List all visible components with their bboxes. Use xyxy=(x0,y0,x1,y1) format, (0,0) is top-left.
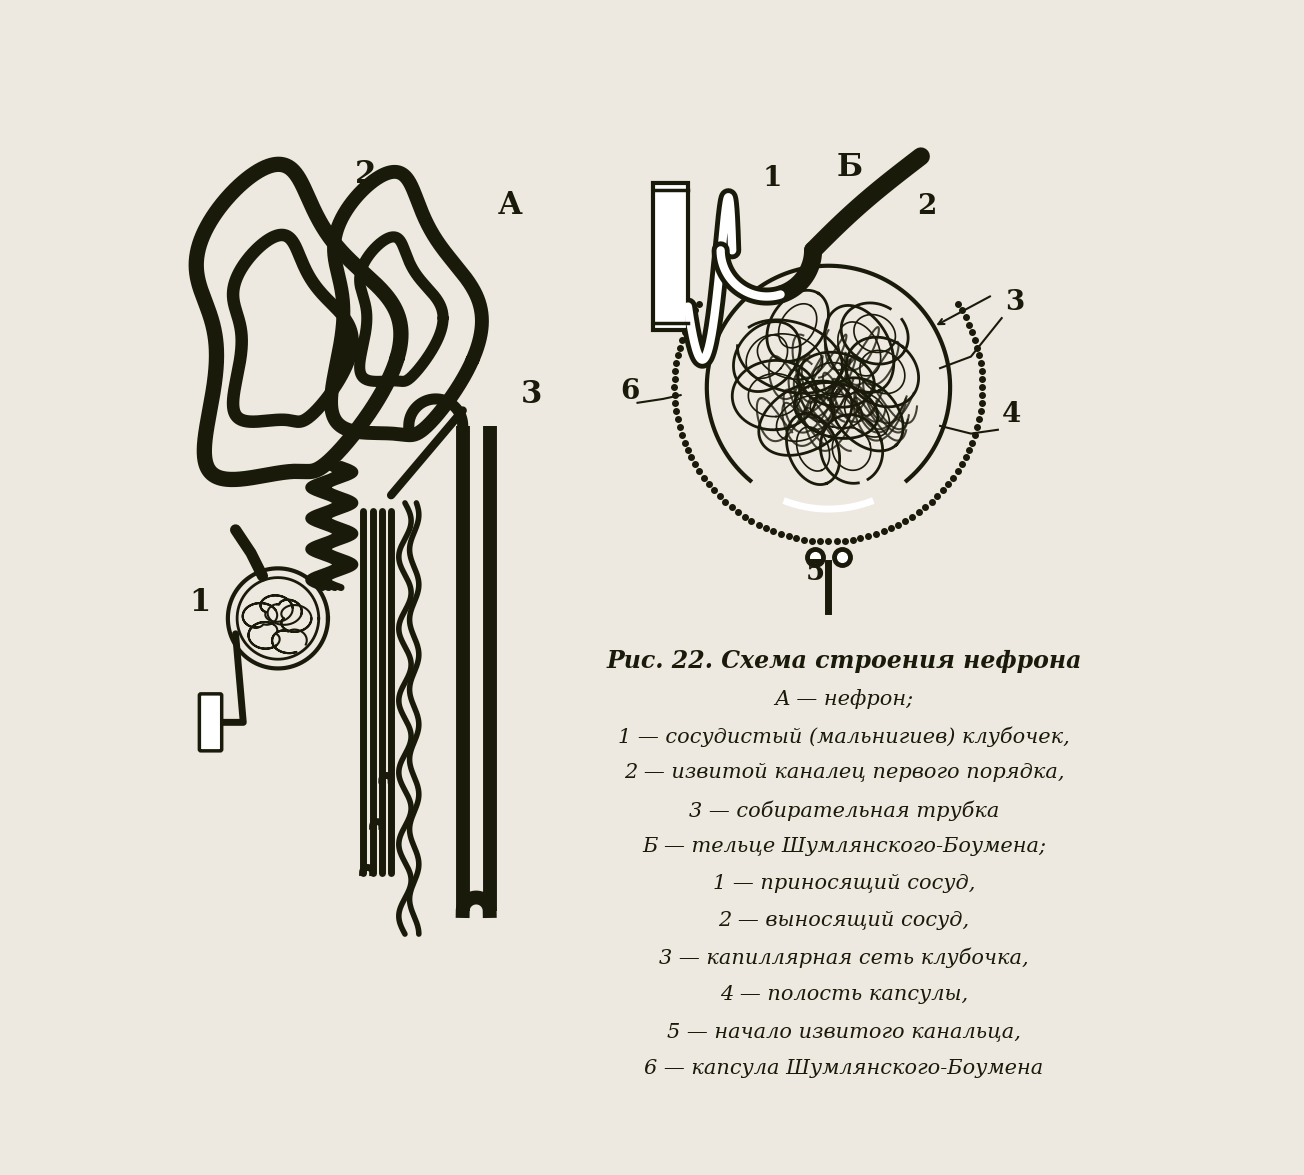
Text: 4: 4 xyxy=(1001,401,1021,428)
Text: 5 — начало извитого канальца,: 5 — начало извитого канальца, xyxy=(666,1022,1021,1041)
Text: Б: Б xyxy=(836,152,862,182)
Text: Б — тельце Шумлянского-Боумена;: Б — тельце Шумлянского-Боумена; xyxy=(642,837,1046,857)
Text: Рис. 22. Схема строения нефрона: Рис. 22. Схема строения нефрона xyxy=(606,650,1081,673)
Text: 6: 6 xyxy=(621,378,640,405)
Text: 1: 1 xyxy=(763,165,782,192)
Text: 2 — выносящий сосуд,: 2 — выносящий сосуд, xyxy=(719,911,969,929)
Text: 2 — извитой каналец первого порядка,: 2 — извитой каналец первого порядка, xyxy=(623,763,1064,783)
Text: 1: 1 xyxy=(189,586,210,618)
Text: 5: 5 xyxy=(806,559,824,586)
Text: 1 — приносящий сосуд,: 1 — приносящий сосуд, xyxy=(713,874,975,893)
Text: 3 — капиллярная сеть клубочка,: 3 — капиллярная сеть клубочка, xyxy=(659,948,1029,968)
Text: 4 — полость капсулы,: 4 — полость капсулы, xyxy=(720,985,968,1003)
Text: А — нефрон;: А — нефрон; xyxy=(775,690,913,710)
Text: 6 — капсула Шумлянского-Боумена: 6 — капсула Шумлянского-Боумена xyxy=(644,1059,1043,1077)
Text: 3: 3 xyxy=(520,378,542,410)
Text: 3 — собирательная трубка: 3 — собирательная трубка xyxy=(689,800,999,820)
Text: 2: 2 xyxy=(917,193,936,220)
Text: 3: 3 xyxy=(1005,289,1025,316)
Text: 2: 2 xyxy=(355,160,376,190)
Text: А: А xyxy=(497,190,522,221)
FancyBboxPatch shape xyxy=(200,694,222,751)
FancyBboxPatch shape xyxy=(653,183,689,330)
Text: 1 — сосудистый (мальнигиев) клубочек,: 1 — сосудистый (мальнигиев) клубочек, xyxy=(618,726,1069,746)
